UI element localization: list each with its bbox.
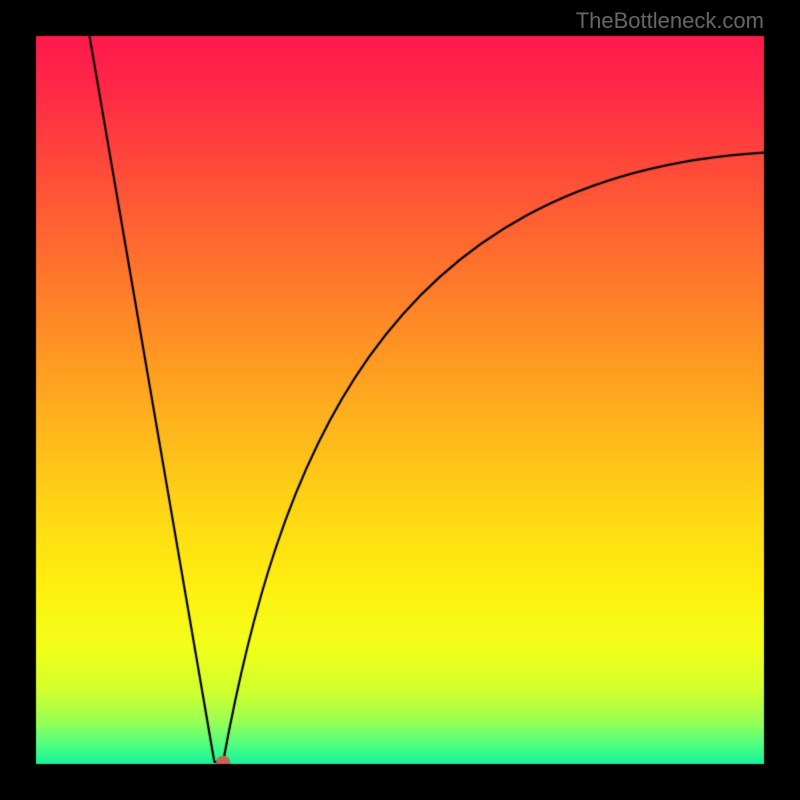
watermark-text: TheBottleneck.com [576, 8, 764, 34]
bottleneck-chart [0, 0, 800, 800]
